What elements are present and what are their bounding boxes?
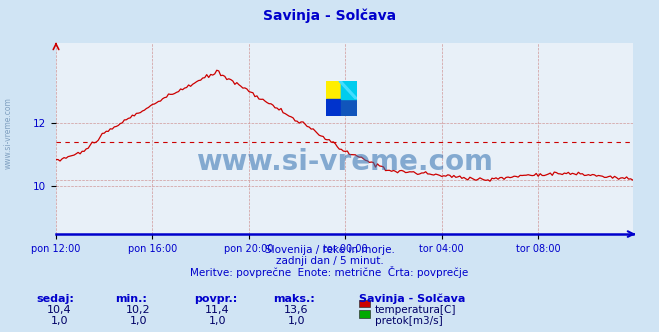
- Bar: [341, 99, 357, 116]
- Text: pretok[m3/s]: pretok[m3/s]: [375, 316, 443, 326]
- Text: Savinja - Solčava: Savinja - Solčava: [263, 8, 396, 23]
- Polygon shape: [339, 81, 357, 99]
- Text: 10,4: 10,4: [47, 305, 72, 315]
- Text: sedaj:: sedaj:: [36, 294, 74, 304]
- Text: min.:: min.:: [115, 294, 147, 304]
- Text: Savinja - Solčava: Savinja - Solčava: [359, 294, 465, 304]
- Text: povpr.:: povpr.:: [194, 294, 238, 304]
- Text: 1,0: 1,0: [288, 316, 305, 326]
- Bar: [326, 99, 341, 116]
- Polygon shape: [341, 81, 357, 99]
- Text: www.si-vreme.com: www.si-vreme.com: [3, 97, 13, 169]
- Text: www.si-vreme.com: www.si-vreme.com: [196, 147, 493, 176]
- Text: Slovenija / reke in morje.: Slovenija / reke in morje.: [264, 245, 395, 255]
- Text: 1,0: 1,0: [130, 316, 147, 326]
- Text: Meritve: povprečne  Enote: metrične  Črta: povprečje: Meritve: povprečne Enote: metrične Črta:…: [190, 266, 469, 278]
- Text: maks.:: maks.:: [273, 294, 315, 304]
- Text: zadnji dan / 5 minut.: zadnji dan / 5 minut.: [275, 256, 384, 266]
- Bar: [326, 81, 341, 99]
- Text: 10,2: 10,2: [126, 305, 151, 315]
- Text: 1,0: 1,0: [209, 316, 226, 326]
- Text: 13,6: 13,6: [284, 305, 309, 315]
- Bar: [341, 81, 357, 99]
- Text: 11,4: 11,4: [205, 305, 230, 315]
- Text: 1,0: 1,0: [51, 316, 68, 326]
- Text: temperatura[C]: temperatura[C]: [375, 305, 457, 315]
